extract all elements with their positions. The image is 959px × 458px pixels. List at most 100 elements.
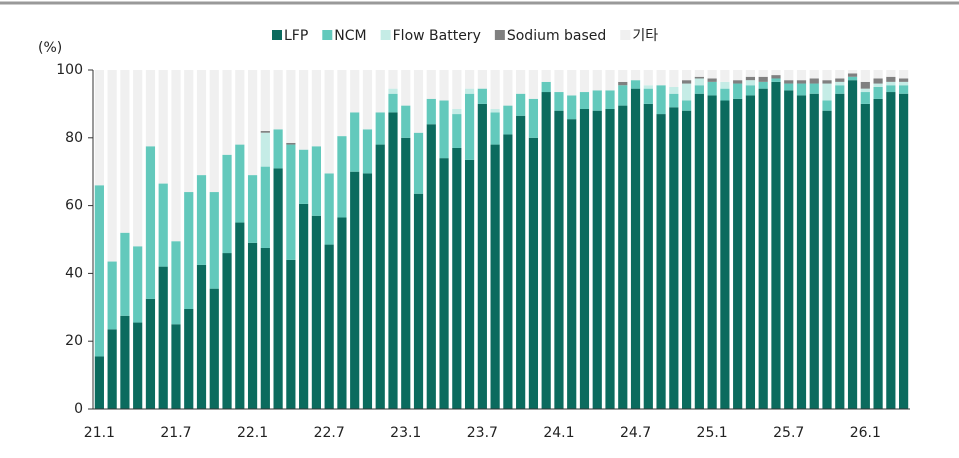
bar-segment xyxy=(413,70,424,133)
bar-segment xyxy=(477,103,487,410)
bar-segment xyxy=(771,78,781,82)
y-tick-label: 80 xyxy=(65,130,83,146)
bar-segment xyxy=(286,142,296,145)
bar-segment xyxy=(145,146,156,299)
bar-segment xyxy=(745,85,756,96)
bar-segment xyxy=(835,78,845,82)
bar-segment xyxy=(209,288,219,409)
bar-segment xyxy=(375,144,385,409)
bar-segment xyxy=(745,95,756,410)
bar-segment xyxy=(222,70,232,155)
bar-segment xyxy=(184,308,194,409)
bar-segment xyxy=(656,114,666,409)
bar-segment xyxy=(401,137,411,410)
bar-segment xyxy=(337,136,347,218)
bar-segment xyxy=(516,70,526,94)
bar-segment xyxy=(771,75,781,79)
bar-segment xyxy=(720,100,730,409)
bar-segment xyxy=(605,90,615,109)
bar-segment xyxy=(541,92,551,409)
bar-segment xyxy=(873,98,883,409)
bar-segment xyxy=(133,246,143,323)
bar-segment xyxy=(158,183,168,267)
bar-segment xyxy=(592,90,602,111)
bar-segment xyxy=(528,137,539,410)
bar-segment xyxy=(554,110,564,410)
x-tick-label: 24.7 xyxy=(620,425,651,441)
bar-segment xyxy=(643,103,653,410)
bar-segment xyxy=(337,217,347,409)
bar-segment xyxy=(847,80,858,410)
bar-segment xyxy=(669,93,679,108)
bar-segment xyxy=(669,107,679,409)
bar-segment xyxy=(873,83,883,87)
bar-segment xyxy=(235,144,245,223)
bar-segment xyxy=(656,70,666,86)
bar-segment xyxy=(260,132,270,167)
bar-segment xyxy=(886,76,896,82)
bar-segment xyxy=(337,70,347,137)
bar-segment xyxy=(171,241,181,325)
bar-segment xyxy=(209,192,219,289)
bar-segment xyxy=(311,70,321,147)
bar-segment xyxy=(464,93,475,160)
bar-segment xyxy=(260,70,270,132)
bar-segment xyxy=(579,108,590,410)
bar-segment xyxy=(107,261,117,330)
bar-segment xyxy=(464,70,475,89)
bar-segment xyxy=(145,298,156,409)
x-tick-label: 21.7 xyxy=(160,425,191,441)
bar-segment xyxy=(618,85,628,106)
legend-swatch xyxy=(380,30,391,40)
bar-segment xyxy=(669,70,679,87)
bar-segment xyxy=(618,81,628,86)
bar-segment xyxy=(158,266,168,409)
bar-segment xyxy=(822,83,832,101)
bar-segment xyxy=(413,193,424,409)
bar-segment xyxy=(694,78,704,86)
bar-segment xyxy=(758,76,768,82)
bar-segment xyxy=(860,92,870,104)
bar-segment xyxy=(452,108,462,115)
bar-segment xyxy=(299,203,309,409)
x-tick-label: 24.1 xyxy=(543,425,574,441)
y-tick-label: 0 xyxy=(74,401,83,417)
bar-segment xyxy=(490,144,500,409)
bar-segment xyxy=(375,70,385,113)
y-tick-label: 100 xyxy=(56,62,83,78)
bar-segment xyxy=(618,105,628,409)
bar-segment xyxy=(567,70,577,96)
bar-segment xyxy=(235,70,245,145)
bar-segment xyxy=(579,92,590,109)
bar-segment xyxy=(171,324,181,409)
bar-segment xyxy=(554,92,564,111)
bar-segment xyxy=(541,81,551,93)
bar-segment xyxy=(452,114,462,148)
bar-segment xyxy=(873,86,883,99)
bar-segment xyxy=(899,93,909,409)
bar-segment xyxy=(873,70,883,79)
bar-segment xyxy=(822,70,832,81)
bar-segment xyxy=(311,215,321,409)
bar-segment xyxy=(260,166,270,248)
bar-segment xyxy=(567,119,577,409)
bar-segment xyxy=(196,70,207,176)
bar-segment xyxy=(222,253,232,409)
legend-swatch xyxy=(322,30,333,40)
bar-segment xyxy=(388,88,398,94)
bar-segment xyxy=(362,129,373,174)
bar-segment xyxy=(350,171,360,409)
x-tick-label: 23.7 xyxy=(467,425,498,441)
legend-label: Sodium based xyxy=(507,28,606,44)
bar-segment xyxy=(720,81,730,89)
bar-segment xyxy=(260,131,270,133)
bar-segment xyxy=(784,90,794,409)
bar-segment xyxy=(503,134,513,409)
bar-segment xyxy=(835,81,845,86)
bar-segment xyxy=(899,70,909,79)
bar-segment xyxy=(784,83,794,91)
bar-segment xyxy=(605,108,615,410)
bar-segment xyxy=(682,110,692,410)
bar-segment xyxy=(235,222,245,409)
bar-segment xyxy=(362,173,373,409)
